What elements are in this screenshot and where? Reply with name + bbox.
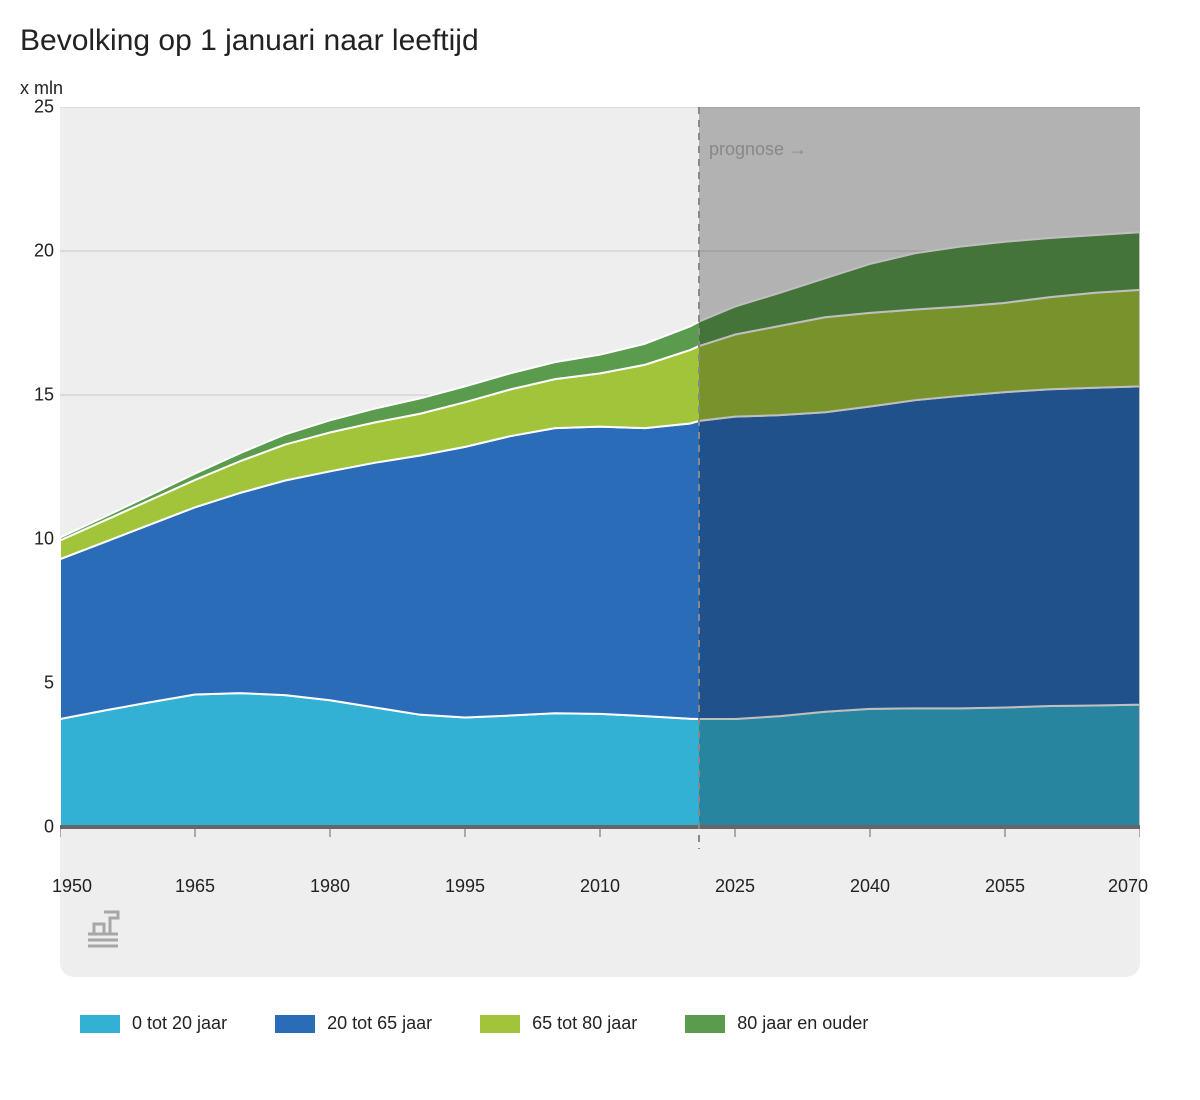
plot-region: prognose → 0 5 10 15 2025 1950 1965 1980 1995 201… — [20, 107, 1180, 977]
y-tick-label: 5 — [20, 673, 54, 694]
forecast-overlay — [699, 107, 1140, 827]
cbs-logo-icon — [80, 906, 130, 957]
legend: 0 tot 20 jaar 20 tot 65 jaar 65 tot 80 j… — [20, 977, 1180, 1034]
legend-label: 65 tot 80 jaar — [532, 1013, 637, 1034]
x-tick-label: 1995 — [445, 876, 485, 897]
chart-container: Bevolking op 1 januari naar leeftijd x m… — [20, 24, 1180, 1034]
legend-item: 20 tot 65 jaar — [275, 1013, 432, 1034]
forecast-label: prognose → — [709, 139, 807, 160]
x-tick-label: 1950 — [52, 876, 92, 897]
y-tick-label: 15 — [20, 385, 54, 406]
y-tick-label: 25 — [20, 97, 54, 118]
legend-swatch — [80, 1015, 120, 1033]
legend-label: 20 tot 65 jaar — [327, 1013, 432, 1034]
legend-label: 0 tot 20 jaar — [132, 1013, 227, 1034]
x-tick-label: 2025 — [715, 876, 755, 897]
x-tick-label: 1980 — [310, 876, 350, 897]
legend-swatch — [480, 1015, 520, 1033]
y-tick-label: 10 — [20, 529, 54, 550]
legend-label: 80 jaar en ouder — [737, 1013, 868, 1034]
legend-swatch — [685, 1015, 725, 1033]
y-axis-unit-label: x mln — [20, 78, 1180, 99]
x-tick-label: 1965 — [175, 876, 215, 897]
legend-item: 65 tot 80 jaar — [480, 1013, 637, 1034]
plot-svg — [60, 107, 1140, 867]
y-tick-label: 20 — [20, 241, 54, 262]
x-tick-label: 2070 — [1108, 876, 1148, 897]
legend-item: 80 jaar en ouder — [685, 1013, 868, 1034]
x-tick-label: 2010 — [580, 876, 620, 897]
chart-title: Bevolking op 1 januari naar leeftijd — [20, 24, 1180, 58]
legend-item: 0 tot 20 jaar — [80, 1013, 227, 1034]
x-tick-label: 2040 — [850, 876, 890, 897]
y-tick-label: 0 — [20, 817, 54, 838]
legend-swatch — [275, 1015, 315, 1033]
x-tick-label: 2055 — [985, 876, 1025, 897]
